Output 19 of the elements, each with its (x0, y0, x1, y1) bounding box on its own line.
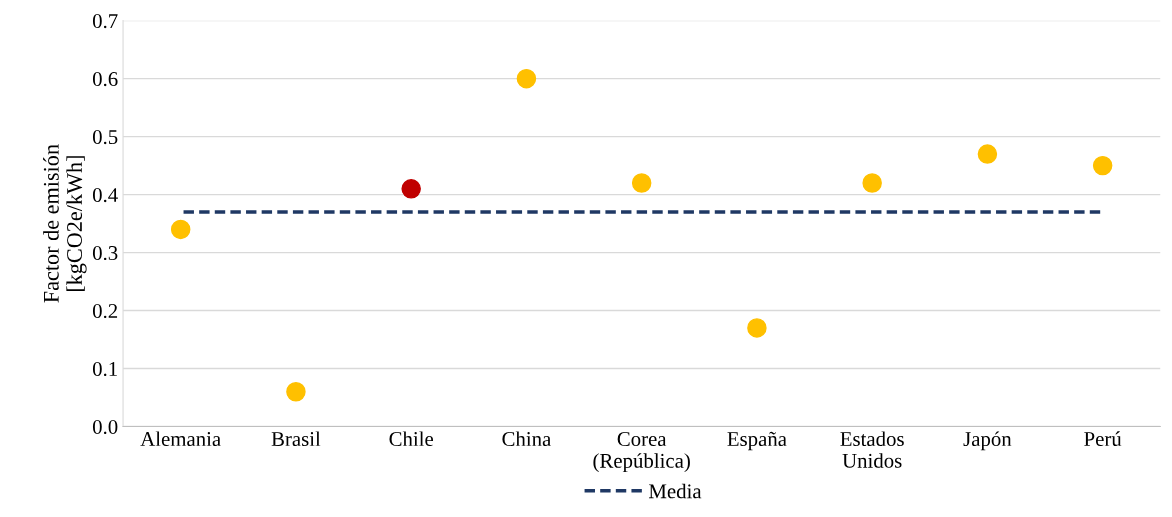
x-tick-label: Corea (República) (593, 432, 690, 473)
y-axis-title: Factor de emisión [kgCO2e/kWh] (43, 144, 87, 303)
x-tick-label: Perú (1084, 431, 1122, 447)
y-tick-label: 0.5 (92, 130, 118, 145)
y-tick-label: 0.7 (92, 14, 118, 29)
x-tick-label: Alemania (140, 431, 221, 447)
y-tick-label: 0.0 (92, 419, 118, 435)
y-tick-label: 0.1 (92, 361, 117, 377)
x-tick-label: Brasil (271, 431, 321, 447)
x-tick-label: China (502, 431, 552, 447)
y-tick-label: 0.3 (92, 245, 118, 261)
x-tick-label: Estados Unidos (840, 431, 904, 468)
y-tick-label: 0.4 (92, 187, 118, 203)
y-tick-label: 0.6 (92, 72, 118, 87)
x-tick-label: Japón (963, 431, 1012, 451)
x-tick-label: España (727, 431, 787, 451)
y-tick-label: 0.2 (92, 303, 118, 319)
x-tick-label: Chile (389, 431, 434, 447)
legend-label: Media (648, 483, 702, 499)
